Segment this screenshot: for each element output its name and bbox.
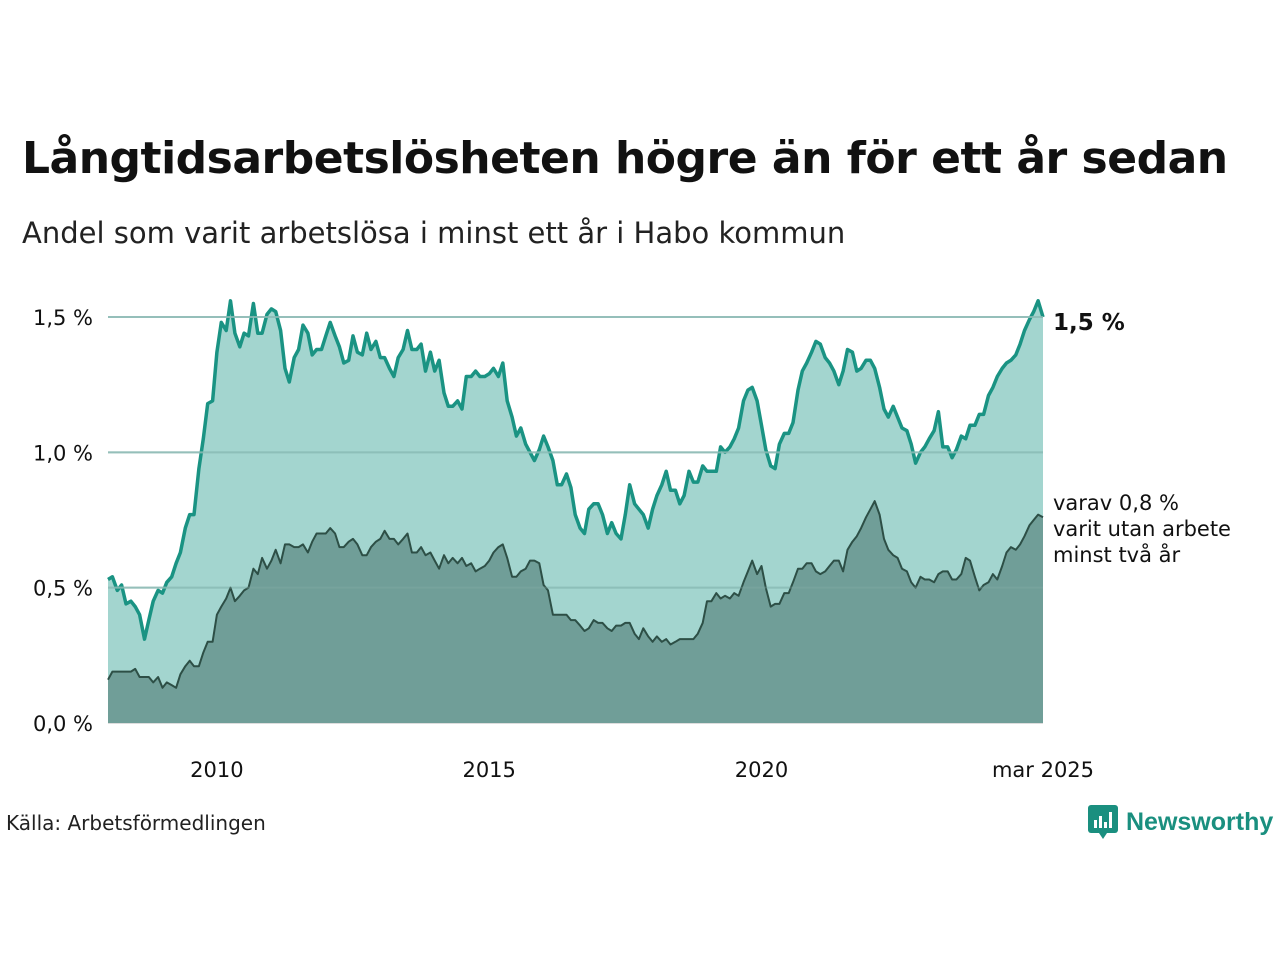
y-tick-label: 0,5 % xyxy=(33,577,93,601)
lower-end-label-line: minst två år xyxy=(1053,542,1181,567)
y-tick-label: 0,0 % xyxy=(33,712,93,736)
chart-subtitle: Andel som varit arbetslösa i minst ett å… xyxy=(22,216,846,250)
x-tick-label: 2010 xyxy=(190,758,243,782)
y-tick-label: 1,0 % xyxy=(33,441,93,465)
areas xyxy=(107,299,1045,723)
x-tick-label: 2020 xyxy=(735,758,788,782)
series-two-year-area xyxy=(108,501,1043,723)
lower-end-label-line: varit utan arbete xyxy=(1053,517,1231,541)
series-one-year-line xyxy=(107,299,1045,641)
bar-chart-speech-bubble-icon xyxy=(1088,805,1118,839)
source-note: Källa: Arbetsförmedlingen xyxy=(6,811,266,835)
x-tick-label: mar 2025 xyxy=(992,758,1094,782)
series-two-year-line xyxy=(107,500,1044,689)
lower-end-label-line: varav 0,8 % xyxy=(1053,491,1179,515)
upper-end-label: 1,5 % xyxy=(1053,310,1125,336)
x-axis-tick-labels: 2010 2015 2020 mar 2025 xyxy=(190,758,1094,782)
brand-name: Newsworthy xyxy=(1126,807,1274,836)
brand-logo: Newsworthy xyxy=(1088,804,1273,840)
x-tick-label: 2015 xyxy=(462,758,515,782)
y-axis-tick-labels: 0,0 % 0,5 % 1,0 % 1,5 % xyxy=(33,306,93,736)
chart-title: Långtidsarbetslösheten högre än för ett … xyxy=(22,133,1228,184)
y-tick-label: 1,5 % xyxy=(33,306,93,330)
